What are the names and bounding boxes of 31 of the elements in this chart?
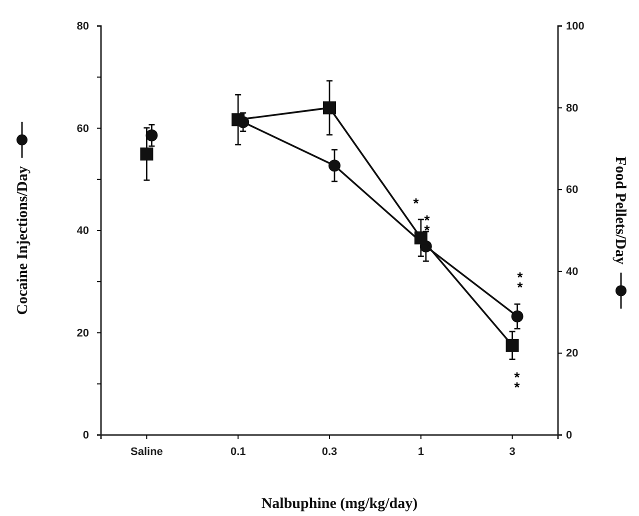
point — [323, 101, 336, 114]
x-tick-label: 0.1 — [230, 446, 246, 458]
x-tick-label: 1 — [418, 446, 424, 458]
y2-tick-label: 0 — [566, 430, 572, 442]
x-tick-label: 0.3 — [322, 446, 338, 458]
x-tick-label: 3 — [509, 446, 516, 458]
y2-tick-label: 80 — [566, 102, 578, 114]
annotation: ** — [514, 369, 520, 395]
y-tick-label: 80 — [76, 20, 89, 33]
point — [511, 310, 524, 322]
y2-tick-label: 20 — [566, 348, 578, 360]
point — [414, 231, 428, 244]
y2-tick-label: 40 — [566, 266, 578, 278]
annotation: * * — [517, 269, 524, 295]
point — [140, 148, 154, 161]
y-tick-label: 60 — [76, 122, 89, 135]
y-tick-label: 0 — [82, 430, 89, 442]
annotation: * — [413, 195, 420, 211]
point — [232, 113, 245, 126]
x-tick-label: Saline — [130, 446, 163, 458]
y-tick-label: 20 — [76, 327, 89, 340]
y2-tick-label: 100 — [566, 20, 584, 33]
y-tick-label: 40 — [76, 225, 89, 238]
point — [328, 160, 340, 172]
y2-tick-label: 60 — [566, 184, 578, 196]
point — [506, 338, 519, 352]
y2-axis-title: Food Pellets/Day — [612, 156, 628, 265]
annotation: * * — [424, 212, 430, 238]
y-axis-title: Cocaine Injections/Day — [15, 166, 31, 315]
x-axis-title: Nalbuphine (mg/kg/day) — [261, 496, 418, 512]
point — [146, 129, 158, 142]
